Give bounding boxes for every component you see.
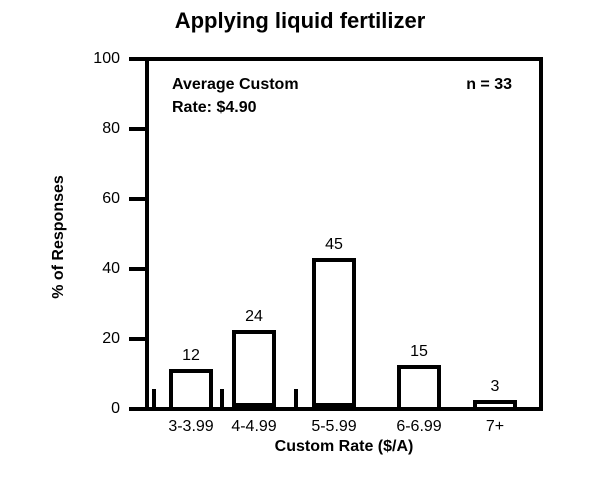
average-rate-annotation: Average Custom Rate: $4.90	[172, 73, 299, 119]
y-axis-tick	[129, 127, 149, 131]
annotation-line-1: Average Custom	[172, 76, 299, 93]
bar-value-label: 12	[182, 347, 200, 364]
bar	[312, 258, 356, 411]
y-axis-tick	[129, 57, 149, 61]
chart-title: Applying liquid fertilizer	[174, 8, 426, 33]
sample-size-label: n = 33	[466, 76, 512, 93]
bar-value-label: 45	[325, 236, 343, 253]
annotation-line-2: Rate: $4.90	[172, 99, 257, 116]
y-axis-tick	[129, 407, 149, 411]
y-tick-label: 20	[102, 330, 120, 347]
bar	[473, 400, 517, 411]
bar-value-label: 24	[245, 308, 263, 325]
x-axis-boundary-tick	[220, 389, 224, 407]
y-axis-tick	[129, 197, 149, 201]
y-tick-label: 0	[111, 400, 120, 417]
x-axis-boundary-tick	[294, 389, 298, 407]
y-axis-tick	[129, 337, 149, 341]
y-tick-label: 80	[102, 120, 120, 137]
bar	[397, 365, 441, 411]
y-tick-label: 60	[102, 190, 120, 207]
x-axis-title: Custom Rate ($/A)	[274, 438, 414, 455]
bar-value-label: 3	[490, 378, 500, 395]
x-axis-boundary-tick	[152, 389, 156, 407]
y-tick-label: 100	[93, 50, 120, 67]
x-tick-label: 6-6.99	[396, 418, 442, 435]
bar	[169, 369, 213, 411]
x-tick-label: 7+	[485, 418, 505, 435]
bar	[232, 330, 276, 411]
y-axis-tick	[129, 267, 149, 271]
y-axis-title: % of Responses	[50, 175, 67, 299]
bar-value-label: 15	[410, 343, 428, 360]
x-tick-label: 3-3.99	[168, 418, 214, 435]
y-tick-label: 40	[102, 260, 120, 277]
x-tick-label: 5-5.99	[311, 418, 357, 435]
x-tick-label: 4-4.99	[231, 418, 277, 435]
